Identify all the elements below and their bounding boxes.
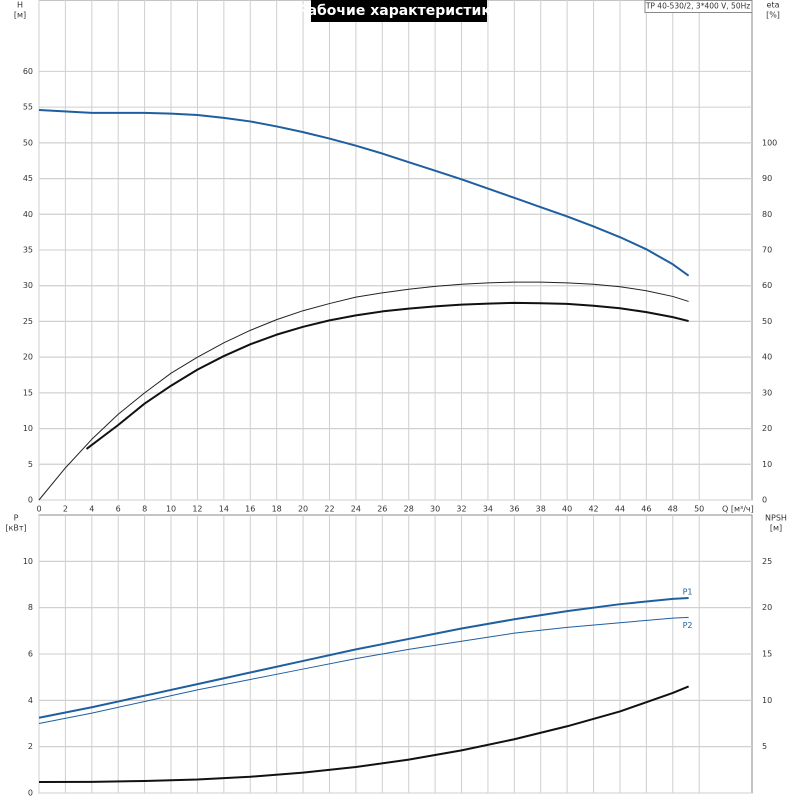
x-tick-label: 36 [509,505,519,514]
x-tick-label: 38 [536,505,546,514]
y-axis-label: H [17,1,23,10]
y-tick-label: 40 [23,210,33,219]
y-tick-label: 0 [28,496,33,505]
y2-tick-label: 5 [762,742,767,751]
y2-axis-label: eta [767,1,780,10]
x-tick-label: 24 [351,505,361,514]
series-label: P1 [683,587,693,596]
chart-subtitle: TP 40-530/2, 3*400 V, 50Hz [645,2,750,11]
x-tick-label: 34 [483,505,493,514]
x-tick-label: 6 [116,505,121,514]
y-axis-unit: [кВт] [5,524,26,533]
x-tick-label: 8 [142,505,147,514]
x-tick-label: 20 [298,505,308,514]
series-line [38,109,690,277]
y2-tick-label: 40 [762,353,772,362]
series-line [38,596,689,719]
plot-layer: 0 2 4 6 8 10 12 14 16 18 20 22 24 26 28 30 32 34 36 38 40 42 4… [23,0,777,798]
y-tick-label: 0 [28,789,33,798]
info-box [644,0,753,13]
y2-tick-label: 15 [762,650,772,659]
title-box [311,0,487,22]
x-tick-label: 2 [63,505,68,514]
x-tick-label: 44 [615,505,625,514]
y2-tick-label: 20 [762,424,772,433]
y2-tick-label: 10 [762,460,772,469]
y-tick-label: 2 [28,742,33,751]
y-tick-label: 55 [23,103,33,112]
x-tick-label: 32 [456,505,466,514]
y-tick-label: 5 [28,460,33,469]
y2-tick-label: 25 [762,557,772,566]
chart-title: Рабочие характеристики [297,3,500,19]
y-tick-label: 20 [23,353,33,362]
y2-tick-label: 80 [762,210,772,219]
series-line [38,685,689,783]
x-axis-label: Q [м³/ч] [722,505,754,514]
x-tick-label: 4 [89,505,94,514]
x-tick-label: 42 [588,505,598,514]
x-tick-label: 28 [404,505,414,514]
x-tick-label: 46 [641,505,651,514]
y-tick-label: 10 [23,557,33,566]
y2-axis-unit: [%] [766,11,780,20]
x-tick-label: 40 [562,505,572,514]
y-tick-label: 6 [28,650,33,659]
y2-axis-label: NPSH [765,514,787,523]
y-tick-label: 60 [23,67,33,76]
x-tick-label: 0 [36,505,41,514]
y-tick-label: 30 [23,281,33,290]
x-tick-label: 18 [272,505,282,514]
x-tick-label: 48 [668,505,678,514]
x-tick-label: 22 [324,505,334,514]
x-tick-label: 12 [192,505,202,514]
y2-tick-label: 70 [762,246,772,255]
y2-axis-unit: [м] [770,524,782,533]
y-tick-label: 45 [23,174,33,183]
y-axis-label: P [14,514,19,523]
y2-tick-label: 100 [762,138,777,147]
y-tick-label: 25 [23,317,33,326]
y2-tick-label: 20 [762,603,772,612]
x-tick-label: 10 [166,505,176,514]
series-label: P2 [683,621,693,630]
x-tick-label: 16 [245,505,255,514]
y-tick-label: 15 [23,388,33,397]
y-tick-label: 8 [28,603,33,612]
y-tick-label: 10 [23,424,33,433]
y2-tick-label: 90 [762,174,772,183]
series-line [85,301,689,450]
y-tick-label: 4 [28,696,33,705]
x-tick-label: 30 [430,505,440,514]
x-tick-label: 50 [694,505,704,514]
y2-tick-label: 0 [762,496,767,505]
series-line [38,281,689,501]
y-tick-label: 35 [23,246,33,255]
y2-tick-label: 30 [762,388,772,397]
y2-tick-label: 10 [762,696,772,705]
y-tick-label: 50 [23,138,33,147]
x-tick-label: 26 [377,505,387,514]
y2-tick-label: 60 [762,281,772,290]
y2-tick-label: 50 [762,317,772,326]
x-tick-label: 14 [219,505,229,514]
y-axis-unit: [м] [14,11,26,20]
series-line [38,616,689,724]
